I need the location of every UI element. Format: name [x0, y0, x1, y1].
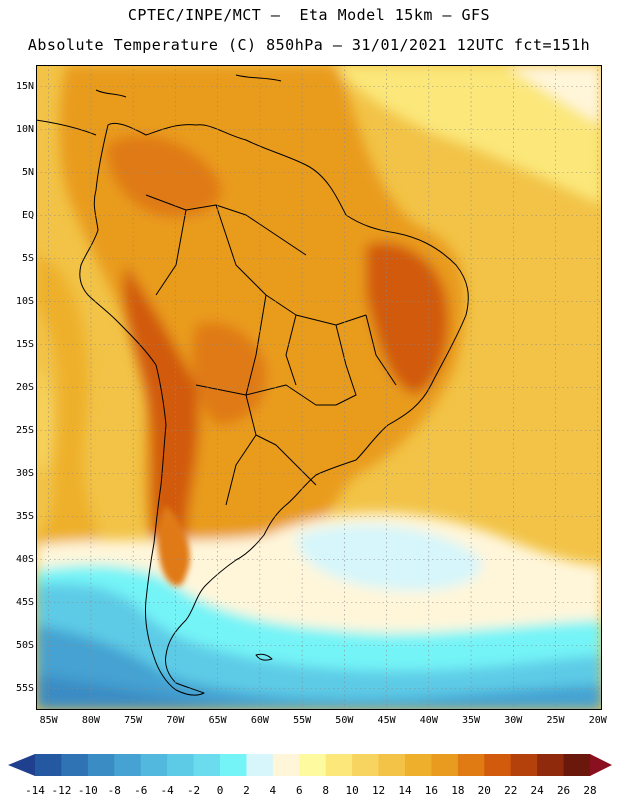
latitude-label: 15N	[15, 80, 34, 92]
longitude-label: 80W	[81, 715, 100, 726]
temp-field-ne-pale	[506, 65, 602, 125]
latitude-label: 45S	[15, 596, 34, 608]
colorbar-tick-label: 16	[424, 784, 439, 797]
colorbar-arrow-low	[8, 754, 35, 776]
longitude-label: 75W	[124, 715, 143, 726]
longitude-label: 25W	[546, 715, 565, 726]
colorbar-tick-label: 14	[398, 784, 412, 797]
map-border	[36, 65, 602, 710]
temp-field-hot-northeast	[366, 242, 449, 395]
colorbar-tick-label: 12	[371, 784, 386, 797]
latitude-label: 5N	[21, 166, 34, 178]
longitude-label: 45W	[377, 715, 396, 726]
colorbar-tick-label: -4	[160, 784, 174, 797]
latitude-label: 55S	[15, 682, 34, 694]
temp-field-hot-chaco	[192, 322, 267, 425]
colorbar-tick-label: 10	[345, 784, 359, 797]
map-title-line-1: CPTEC/INPE/MCT – Eta Model 15km – GFS	[127, 6, 491, 24]
colorbar-tick-label: 0	[216, 784, 224, 797]
latitude-label: 5S	[21, 252, 34, 264]
colorbar	[8, 754, 612, 776]
longitude-label: 35W	[462, 715, 481, 726]
country-borders	[145, 194, 397, 506]
colorbar-tick-label: 28	[583, 784, 597, 797]
colorbar-tick-label: 18	[451, 784, 465, 797]
colorbar-segment	[272, 754, 300, 776]
longitude-label: 70W	[166, 715, 185, 726]
colorbar-segment	[140, 754, 168, 776]
latitude-label: 40S	[15, 553, 34, 565]
latitude-label: 50S	[15, 639, 34, 651]
map-title-line-2: Absolute Temperature (C) 850hPa – 31/01/…	[27, 36, 591, 54]
colorbar-arrow-high	[590, 754, 612, 776]
colorbar-segment	[193, 754, 221, 776]
latitude-label: EQ	[21, 209, 34, 221]
colorbar-segment	[537, 754, 565, 776]
colorbar-tick-label: 6	[295, 784, 303, 797]
south-america-coastline	[79, 122, 469, 696]
colorbar-segment	[246, 754, 274, 776]
latitude-label: 25S	[15, 424, 34, 436]
colorbar-segment	[510, 754, 538, 776]
colorbar-tick-label: 4	[269, 784, 277, 797]
longitude-label: 50W	[335, 715, 354, 726]
colorbar-tick-label: -8	[107, 784, 121, 797]
temp-field-south-blue2	[36, 625, 602, 710]
colorbar-segment	[61, 754, 89, 776]
colorbar-segment	[325, 754, 353, 776]
temp-field-south-blue1	[36, 583, 602, 710]
temp-field-west-pale-band	[36, 365, 52, 475]
longitude-label: 20W	[588, 715, 607, 726]
latitude-label: 35S	[15, 510, 34, 522]
temp-field-nw-ocean	[36, 255, 116, 585]
colorbar-segment	[378, 754, 406, 776]
temp-field-patagonia	[157, 505, 190, 586]
longitude-label: 85W	[39, 715, 58, 726]
temp-field-hot-north	[106, 135, 222, 218]
colorbar-tick-label: 8	[322, 784, 330, 797]
longitude-label: 60W	[250, 715, 269, 726]
colorbar-segment	[563, 754, 591, 776]
colorbar-segment	[457, 754, 485, 776]
colorbar-segment	[87, 754, 115, 776]
colorbar-tick-label: 22	[504, 784, 518, 797]
falkland-islands	[255, 653, 273, 661]
colorbar-tick-label: -6	[134, 784, 148, 797]
colorbar-tick-label: -12	[51, 784, 72, 797]
colorbar-tick-label: 2	[243, 784, 250, 797]
colorbar-segment	[299, 754, 327, 776]
latitude-label: 20S	[15, 381, 34, 393]
longitude-label: 65W	[208, 715, 227, 726]
colorbar-tick-label: 20	[477, 784, 491, 797]
colorbar-segment	[220, 754, 247, 776]
colorbar-segment	[114, 754, 142, 776]
colorbar-segment	[431, 754, 459, 776]
colorbar-segment	[405, 754, 432, 776]
colorbar-segment	[35, 754, 62, 776]
colorbar-tick-label: 24	[530, 784, 544, 797]
temp-field-south-light-cyan	[296, 524, 482, 591]
latitude-label: 10N	[15, 123, 34, 135]
latitude-label: 30S	[15, 467, 34, 479]
colorbar-tick-label: -10	[77, 784, 98, 797]
latitude-label: 10S	[15, 295, 34, 307]
longitude-label: 40W	[419, 715, 438, 726]
coastline-layer	[36, 74, 469, 696]
longitude-label: 55W	[293, 715, 312, 726]
colorbar-segment	[352, 754, 380, 776]
temp-field-hot-andes	[123, 265, 199, 576]
colorbar-tick-label: -2	[186, 784, 201, 797]
colorbar-tick-label: 26	[556, 784, 571, 797]
temperature-map	[36, 65, 602, 710]
colorbar-tick-label: -14	[25, 784, 45, 797]
temp-field-south-blue3	[36, 675, 266, 710]
colorbar-segment	[484, 754, 512, 776]
colorbar-segment	[167, 754, 195, 776]
longitude-label: 30W	[504, 715, 523, 726]
latitude-label: 15S	[15, 338, 34, 350]
temp-field-ne-light	[336, 65, 602, 205]
